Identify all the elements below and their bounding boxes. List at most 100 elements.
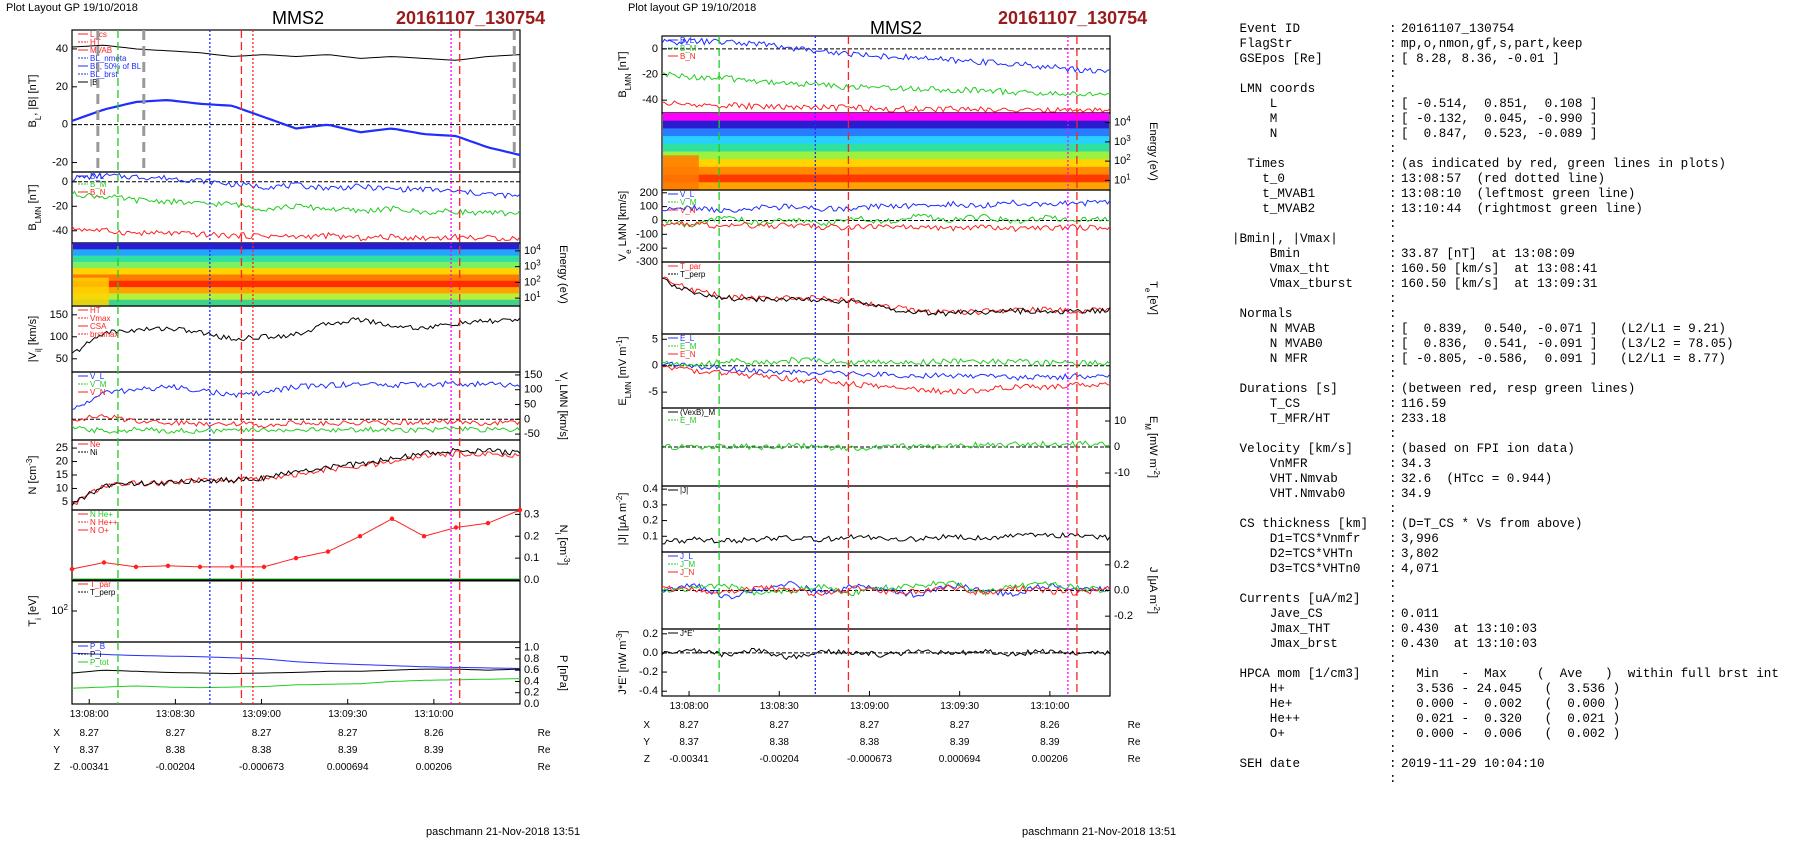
legend-entry: P_i <box>90 650 102 659</box>
info-separator: : <box>1389 667 1397 681</box>
info-row: FlagStr: mp,o,nmon,gf,s,part,keep <box>1232 37 1792 52</box>
series-line <box>71 225 521 242</box>
middle-layout-title: Plot layout GP 19/10/2018 <box>628 2 757 14</box>
panel-frame <box>71 579 521 643</box>
legend-entry: E_M <box>680 416 697 425</box>
x-tick-label: 13:08:30 <box>156 709 195 720</box>
info-separator: : <box>1389 52 1397 66</box>
ephemeris-row-label: Z <box>644 754 650 765</box>
ephemeris-value: -0.00341 <box>669 754 709 765</box>
y-tick-label: -20 <box>642 69 658 81</box>
legend-entry: HT <box>90 306 101 315</box>
info-value: 32.6 (HTcc = 0.944) <box>1401 472 1553 486</box>
legend-entry: N O+ <box>90 526 109 535</box>
spectrogram-band <box>73 299 519 307</box>
y-tick-label: 0.0 <box>1114 585 1129 597</box>
info-row: O+: 0.000 - 0.006 ( 0.002 ) <box>1232 727 1792 742</box>
info-value: 0.011 <box>1401 607 1439 621</box>
y-tick-label: 0.1 <box>643 530 658 542</box>
info-key <box>1232 427 1389 442</box>
info-separator: : <box>1389 67 1397 81</box>
spectrogram-band <box>663 113 1109 122</box>
ephemeris-unit: Re <box>1128 720 1141 731</box>
data-point <box>101 560 107 565</box>
legend-entry: B_M <box>680 44 697 53</box>
y-tick-label: 15 <box>56 469 68 481</box>
y-axis-label: Ti [eV] <box>27 595 43 626</box>
y-tick-label: 0.8 <box>524 653 539 665</box>
info-value: 33.87 [nT] at 13:08:09 <box>1401 247 1575 261</box>
info-key: VHT.Nmvab0 <box>1232 487 1346 501</box>
y-axis-label: |J| [μA m-2] <box>615 493 630 546</box>
legend-entry: T_par <box>680 262 701 271</box>
info-value: [ 8.28, 8.36, -0.01 ] <box>1401 52 1560 66</box>
ephemeris-value: 8.27 <box>770 720 790 731</box>
y-tick-label: 40 <box>56 43 68 55</box>
y-tick-label: -40 <box>642 94 658 106</box>
info-separator: : <box>1389 367 1397 381</box>
series-line <box>71 668 521 675</box>
info-row: He++: 0.021 - 0.320 ( 0.021 ) <box>1232 712 1792 727</box>
y-tick-label: -40 <box>52 225 68 237</box>
series-line <box>661 356 1111 368</box>
ephemeris-value: 8.27 <box>79 728 99 739</box>
info-separator: : <box>1389 487 1397 501</box>
series-line <box>71 380 521 410</box>
series-line <box>71 450 521 506</box>
spectrogram-band <box>663 182 1109 191</box>
legend-entry: Vmax <box>90 314 110 323</box>
info-key: CS thickness [km] <box>1232 517 1369 531</box>
x-tick-label: 13:08:00 <box>670 701 709 712</box>
y-tick-label: 103 <box>1114 133 1131 148</box>
panel-frame <box>71 439 521 511</box>
legend-entry: |B| <box>90 78 100 87</box>
y-tick-label: 0.0 <box>643 647 658 659</box>
info-value <box>1401 502 1792 517</box>
y-tick-label: 0 <box>62 176 68 188</box>
y-tick-label: -20 <box>52 157 68 169</box>
y-tick-label: 0.3 <box>524 508 539 520</box>
info-value: 160.50 [km/s] at 13:09:31 <box>1401 277 1598 291</box>
info-separator: : <box>1389 307 1397 321</box>
info-key <box>1232 772 1389 787</box>
data-point <box>293 555 299 561</box>
y-tick-label: 104 <box>1114 114 1131 129</box>
info-row: He+: 0.000 - 0.002 ( 0.000 ) <box>1232 697 1792 712</box>
y-tick-label: 0.0 <box>524 698 539 710</box>
ephemeris-value: 8.38 <box>770 737 790 748</box>
ephemeris-value: 8.27 <box>252 728 272 739</box>
y-tick-label: 101 <box>524 290 541 305</box>
info-separator: : <box>1389 112 1397 126</box>
info-key <box>1232 217 1389 232</box>
series-line <box>71 172 521 199</box>
legend-entry: E_L <box>680 334 695 343</box>
legend-entry: V_L <box>680 190 695 199</box>
info-value: [ 0.847, 0.523, -0.089 ] <box>1401 127 1598 141</box>
info-separator: : <box>1389 247 1397 261</box>
y-tick-label: 101 <box>1114 172 1131 187</box>
y-axis-label: ELMN [mV m-1] <box>615 336 633 405</box>
ephemeris-value: 8.38 <box>166 745 186 756</box>
info-row: N MVAB0: [ 0.836, 0.541, -0.091 ] (L3/L2 … <box>1232 337 1792 352</box>
info-row: Bmin:33.87 [nT] at 13:08:09 <box>1232 247 1792 262</box>
middle-chart-stack: 0 -20 -40 BLMN [nT] B_LB_MB_N 104 103 102 101 Ene… <box>615 35 1162 765</box>
series-line <box>71 447 521 507</box>
info-key <box>1232 367 1389 382</box>
spectrogram-band <box>73 255 519 263</box>
info-separator: : <box>1389 202 1397 216</box>
series-line <box>662 531 1111 545</box>
ephemeris-value: 8.39 <box>950 737 970 748</box>
series-line <box>661 584 1111 597</box>
series-line <box>661 276 1111 316</box>
y-tick-label: 102 <box>1114 153 1131 168</box>
info-value <box>1401 367 1792 382</box>
info-value <box>1401 577 1792 592</box>
ephemeris-value: 8.37 <box>679 737 699 748</box>
series-line <box>661 71 1111 97</box>
data-point <box>485 520 491 526</box>
legend-entry: B_N <box>680 52 696 61</box>
info-key: Normals <box>1232 307 1293 321</box>
ephemeris-row-label: Y <box>643 737 650 748</box>
legend-entry: (VexB)_M <box>680 408 715 417</box>
info-key: Velocity [km/s] <box>1232 442 1353 456</box>
